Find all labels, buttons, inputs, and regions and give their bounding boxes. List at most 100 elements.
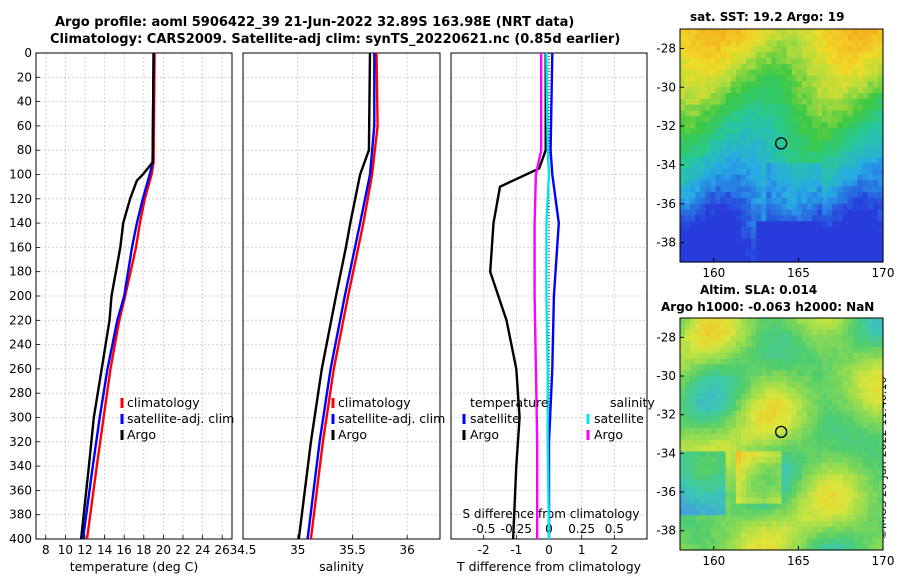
map-cell — [756, 503, 762, 510]
map-cell — [852, 29, 859, 36]
map-cell — [867, 93, 874, 100]
map-cell — [700, 139, 706, 147]
map-cell — [872, 399, 879, 406]
map-cell — [745, 445, 752, 452]
map-cell — [827, 399, 833, 406]
map-cell — [832, 116, 838, 123]
map-cell — [791, 376, 798, 383]
map-cell — [730, 468, 737, 476]
map-cell — [761, 474, 767, 481]
map-cell — [837, 63, 843, 71]
map-cell — [690, 52, 696, 59]
map-cell — [822, 387, 828, 394]
map-cell — [801, 526, 808, 534]
map-cell — [837, 370, 843, 377]
map-cell — [852, 151, 859, 158]
map-cell — [801, 509, 808, 516]
map-cell — [806, 29, 813, 36]
map-cell — [700, 75, 706, 83]
map-cell — [766, 128, 772, 135]
map-cell — [781, 58, 788, 65]
map-cell — [852, 98, 859, 106]
map-cell — [781, 521, 788, 528]
map-cell — [745, 434, 752, 441]
map-cell — [756, 46, 762, 53]
map-cell — [695, 209, 701, 216]
map-cell — [796, 428, 803, 435]
map-cell — [791, 474, 798, 481]
map-cell — [685, 63, 691, 71]
map-cell — [735, 116, 742, 123]
map-cell — [745, 503, 752, 510]
map-cell — [796, 104, 803, 112]
map-cell — [852, 34, 859, 42]
map-cell — [680, 341, 686, 348]
map-cell — [867, 180, 874, 187]
map-cell — [710, 250, 717, 257]
map-cell — [796, 93, 803, 100]
map-cell — [715, 40, 722, 48]
map-cell — [735, 46, 742, 53]
map-cell — [786, 227, 793, 234]
map-cell — [801, 93, 808, 100]
map-cell — [822, 405, 828, 412]
map-cell — [756, 52, 762, 59]
map-cell — [867, 544, 874, 551]
map-cell — [705, 428, 712, 435]
map-cell — [842, 509, 849, 516]
map-cell — [806, 532, 813, 539]
map-cell — [862, 393, 869, 400]
map-cell — [867, 468, 874, 476]
map-cell — [791, 416, 798, 423]
map-cell — [786, 486, 793, 493]
map-cell — [801, 52, 808, 59]
map-cell — [847, 428, 854, 435]
map-cell — [776, 538, 783, 545]
map-cell — [877, 381, 884, 389]
map-cell — [751, 538, 757, 545]
map-cell — [761, 186, 767, 193]
map-cell — [766, 381, 772, 389]
map-cell — [857, 227, 864, 234]
map-cell — [705, 238, 712, 246]
map-cell — [700, 209, 706, 216]
map-cell — [735, 34, 742, 42]
map-cell — [842, 364, 849, 371]
map-cell — [766, 63, 772, 71]
map-cell — [751, 318, 757, 325]
map-cell — [847, 87, 854, 94]
map-cell — [837, 341, 843, 348]
map-cell — [832, 256, 838, 263]
map-cell — [847, 486, 854, 493]
map-cell — [685, 197, 691, 205]
map-cell — [715, 122, 722, 129]
map-cell — [786, 503, 793, 510]
map-cell — [791, 434, 798, 441]
map-cell — [730, 174, 737, 182]
map-cell — [872, 93, 879, 100]
map-cell — [705, 93, 712, 100]
map-cell — [756, 358, 762, 365]
map-cell — [745, 93, 752, 100]
map-cell — [867, 29, 874, 36]
map-cell — [766, 238, 772, 246]
map-cell — [685, 122, 691, 129]
map-cell — [695, 256, 701, 263]
map-cell — [756, 221, 762, 228]
map-cell — [781, 46, 788, 53]
map-cell — [806, 405, 813, 412]
map-cell — [771, 238, 778, 246]
map-cell — [822, 532, 828, 539]
map-cell — [720, 157, 727, 164]
map-cell — [705, 52, 712, 59]
map-cell — [715, 486, 722, 493]
map-cell — [690, 393, 696, 400]
map-cell — [761, 347, 767, 354]
map-cell — [756, 93, 762, 100]
map-cell — [720, 93, 727, 100]
map-cell — [837, 509, 843, 516]
map-cell — [817, 387, 823, 394]
map-cell — [705, 538, 712, 545]
map-cell — [695, 428, 701, 435]
map-cell — [832, 364, 838, 371]
